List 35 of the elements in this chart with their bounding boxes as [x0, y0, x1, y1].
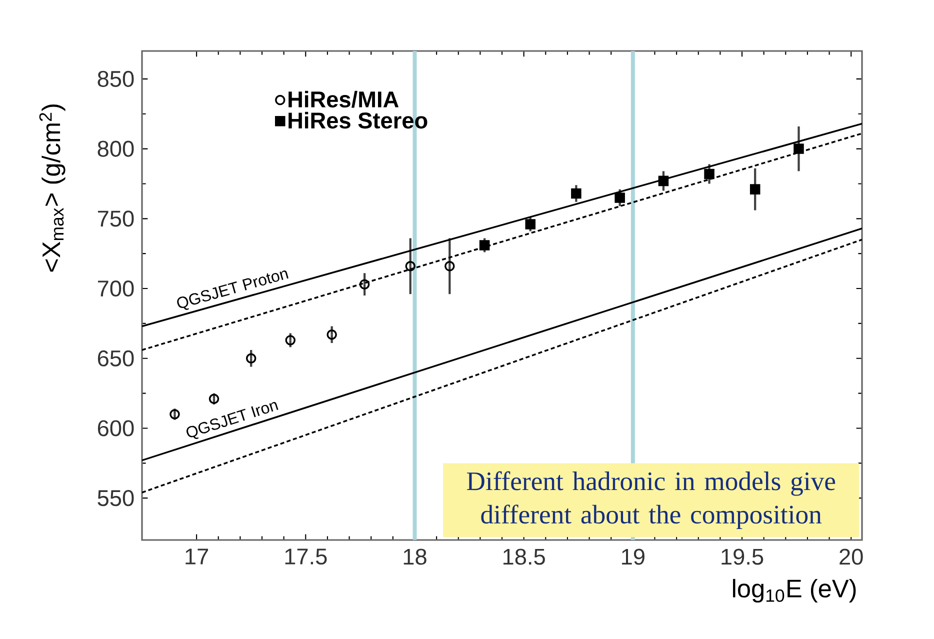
x-tick-label: 18.5	[504, 548, 545, 565]
x-tick-label: 17	[186, 548, 208, 564]
legend-label: HiRes Stereo	[288, 112, 428, 129]
y-tick-label: 750	[98, 210, 134, 227]
y-tick-label: 850	[98, 70, 134, 87]
y-tick-label: 650	[98, 350, 134, 366]
legend-label: HiRes/MIA	[288, 90, 399, 108]
point	[170, 409, 180, 420]
x-tick-label: 17.5	[285, 548, 327, 565]
point	[479, 240, 490, 250]
point	[405, 261, 416, 272]
y-tick-label: 700	[98, 280, 134, 297]
y-axis-title: <X$_{max}$> (g/cm$^{2}$)	[39, 104, 66, 272]
annotation: Different hadronic in models give different about the composition	[466, 471, 836, 530]
point	[444, 261, 455, 272]
y-tick-label: 800	[98, 140, 134, 157]
point	[285, 335, 296, 346]
x-tick-label: 18	[404, 548, 426, 565]
point	[614, 192, 625, 203]
point	[208, 394, 220, 404]
y-tick-label: 600	[98, 420, 134, 436]
point	[246, 353, 256, 364]
point	[750, 184, 760, 194]
x-tick-label: 19.5	[722, 548, 764, 565]
point	[359, 279, 370, 290]
point	[525, 219, 536, 230]
point	[326, 329, 337, 340]
x-tick-label: 19	[622, 548, 644, 565]
point	[794, 144, 804, 154]
x-tick-label: 20	[840, 548, 863, 565]
point	[704, 168, 714, 180]
point	[571, 188, 582, 199]
x-axis-title: log$_{10}$E (eV)	[733, 578, 856, 603]
point	[658, 176, 669, 186]
y-tick-label: 550	[98, 490, 134, 506]
